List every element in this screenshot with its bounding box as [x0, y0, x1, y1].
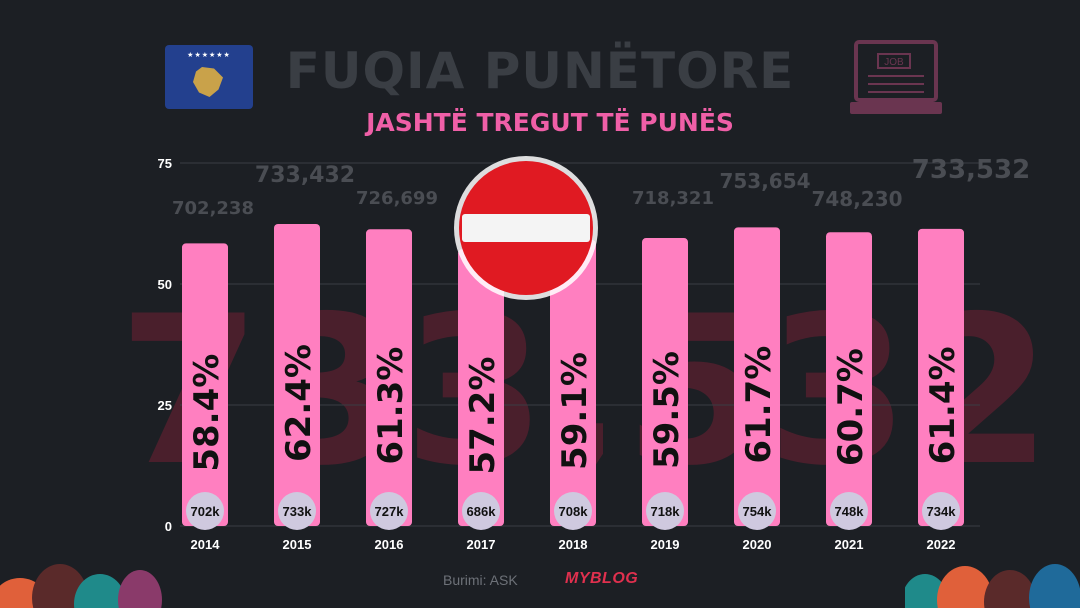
bar-percent-label: 58.4%	[187, 354, 227, 472]
bar-bubble-label: 727k	[375, 504, 405, 519]
bar	[458, 249, 504, 527]
bar-bubble	[738, 492, 776, 530]
bar-percent-label: 62.4%	[279, 344, 319, 462]
x-tick-label: 2014	[191, 537, 221, 552]
x-tick-label: 2015	[283, 537, 312, 552]
bar-bubble-label: 708k	[559, 504, 589, 519]
bar-percent-label: 61.3%	[371, 347, 411, 465]
bar	[182, 243, 228, 526]
bar	[550, 239, 596, 526]
bar	[826, 232, 872, 526]
bar-bubble-label: 686k	[467, 504, 497, 519]
source-note: Burimi: ASK	[443, 572, 518, 588]
x-tick-label: 2021	[835, 537, 864, 552]
top-value-label: 733,532	[912, 155, 1030, 185]
x-tick-label: 2020	[743, 537, 772, 552]
top-value-label: 733,432	[255, 163, 355, 188]
page-subtitle: JASHTË TREGUT TË PUNËS	[366, 108, 734, 137]
no-entry-sign-bar	[462, 214, 590, 242]
bar-bubble	[186, 492, 224, 530]
bar-percent-label: 60.7%	[831, 348, 871, 466]
y-tick-label: 0	[165, 519, 172, 534]
x-tick-label: 2016	[375, 537, 404, 552]
bar	[734, 227, 780, 526]
crowd-left-illustration	[0, 564, 162, 608]
bar-bubble	[370, 492, 408, 530]
bar-bubble	[278, 492, 316, 530]
y-tick-label: 75	[158, 156, 172, 171]
bar-bubble-label: 733k	[283, 504, 313, 519]
bar	[366, 229, 412, 527]
bar-bubble-label: 702k	[191, 504, 221, 519]
top-value-label: 718,321	[632, 188, 714, 209]
top-value-label: 753,654	[719, 169, 810, 193]
bar	[918, 228, 964, 526]
bar-bubble	[554, 492, 592, 530]
top-value-label: 726,699	[356, 188, 438, 209]
x-tick-label: 2018	[559, 537, 588, 552]
bar-percent-label: 57.2%	[463, 357, 503, 475]
bar-bubble-label: 718k	[651, 504, 681, 519]
laptop-job-text: JOB	[884, 57, 904, 68]
bar-bubble	[830, 492, 868, 530]
bar-bubble	[646, 492, 684, 530]
bar-bubble	[922, 492, 960, 530]
bar-percent-label: 59.1%	[555, 352, 595, 470]
top-value-label: 702,238	[172, 198, 254, 219]
y-tick-label: 50	[158, 277, 172, 292]
bar-bubble-label: 754k	[743, 504, 773, 519]
laptop-job-icon: JOB	[850, 40, 942, 114]
x-tick-label: 2017	[467, 537, 496, 552]
bar-percent-label: 61.7%	[739, 346, 779, 464]
bar	[274, 223, 320, 526]
brand-logo: MYBLOG	[565, 570, 639, 587]
page-title: FUQIA PUNËTORE	[285, 42, 795, 100]
kosovo-flag-icon: ★★★★★★	[165, 45, 253, 109]
bar-bubble-label: 748k	[835, 504, 865, 519]
bar-percent-label: 61.4%	[923, 346, 963, 464]
bar-bubble	[462, 492, 500, 530]
crowd-right-illustration	[905, 564, 1080, 608]
top-value-label: 748,230	[811, 187, 902, 211]
x-tick-label: 2022	[927, 537, 956, 552]
x-tick-label: 2019	[651, 537, 680, 552]
bar-percent-label: 59.5%	[647, 351, 687, 469]
bar-bubble-label: 734k	[927, 504, 957, 519]
bar	[642, 238, 688, 526]
y-tick-label: 25	[158, 398, 172, 413]
